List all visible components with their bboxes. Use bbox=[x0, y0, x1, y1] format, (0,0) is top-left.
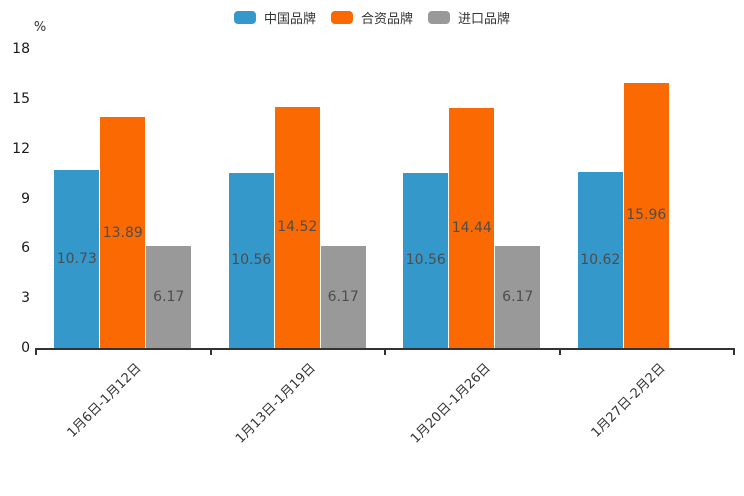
bar-value-label: 10.73 bbox=[56, 250, 97, 267]
bar-value-label: 6.17 bbox=[502, 288, 534, 305]
bar-进口品牌-1: 6.17 bbox=[146, 245, 192, 348]
y-axis-unit-label: % bbox=[33, 20, 47, 35]
bar-value-label: 6.17 bbox=[327, 288, 359, 305]
legend-item[interactable]: 进口品牌 bbox=[428, 8, 510, 27]
bar-进口品牌-3: 6.17 bbox=[495, 245, 541, 348]
bar-合资品牌-2: 14.52 bbox=[274, 106, 320, 348]
bar-value-label: 10.56 bbox=[231, 252, 272, 269]
bar-value-label: 10.56 bbox=[405, 252, 446, 269]
bar-合资品牌-3: 14.44 bbox=[449, 108, 495, 348]
bar-value-label: 10.62 bbox=[580, 251, 621, 268]
bar-value-label: 14.52 bbox=[277, 219, 318, 236]
legend-swatch-icon bbox=[330, 11, 353, 24]
x-axis-tick bbox=[384, 348, 386, 355]
x-axis-tick bbox=[209, 348, 212, 355]
y-axis-tick-label: 15 bbox=[12, 90, 30, 107]
x-axis-tick bbox=[558, 348, 561, 355]
legend-label: 合资品牌 bbox=[360, 12, 413, 27]
bar-value-label: 13.89 bbox=[102, 224, 143, 241]
bar-value-label: 15.96 bbox=[626, 207, 667, 224]
y-axis-tick-label: 6 bbox=[21, 240, 30, 257]
x-axis-category-label: 1月20日-1月26日 bbox=[407, 360, 494, 447]
y-axis-tick-label: 12 bbox=[12, 140, 30, 157]
x-axis-tick bbox=[35, 348, 37, 355]
bar-进口品牌-2: 6.17 bbox=[320, 245, 366, 348]
bar-中国品牌-4: 10.62 bbox=[577, 171, 623, 348]
legend-swatch-icon bbox=[428, 11, 450, 24]
x-axis-category-label: 1月6日-1月12日 bbox=[64, 360, 145, 441]
y-axis-tick-label: 9 bbox=[21, 190, 30, 207]
legend-item[interactable]: 中国品牌 bbox=[233, 8, 316, 27]
legend-label: 进口品牌 bbox=[458, 12, 511, 27]
y-axis-tick-label: 18 bbox=[12, 41, 30, 57]
bar-合资品牌-4: 15.96 bbox=[623, 82, 669, 348]
legend-item[interactable]: 合资品牌 bbox=[330, 8, 413, 27]
y-axis-tick-label: 3 bbox=[21, 290, 30, 307]
legend-label: 中国品牌 bbox=[263, 12, 316, 27]
bar-合资品牌-1: 13.89 bbox=[100, 117, 146, 348]
legend: 中国品牌 合资品牌 进口品牌 bbox=[0, 8, 744, 27]
legend-swatch-icon bbox=[233, 11, 256, 24]
bar-中国品牌-2: 10.56 bbox=[228, 172, 274, 348]
x-axis-tick bbox=[733, 348, 735, 355]
bar-中国品牌-3: 10.56 bbox=[403, 172, 449, 348]
x-axis-category-label: 1月27日-2月2日 bbox=[588, 360, 669, 441]
y-axis-tick-label: 0 bbox=[21, 340, 30, 356]
x-axis-category-label: 1月13日-1月19日 bbox=[233, 360, 320, 447]
bar-中国品牌-1: 10.73 bbox=[54, 169, 100, 348]
bar-value-label: 6.17 bbox=[153, 288, 185, 305]
bar-value-label: 14.44 bbox=[451, 220, 492, 237]
